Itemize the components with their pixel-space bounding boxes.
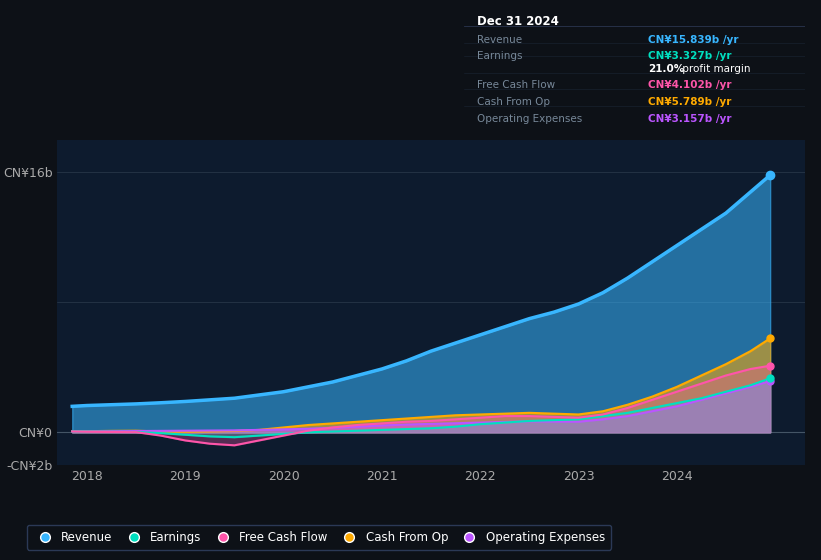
Legend: Revenue, Earnings, Free Cash Flow, Cash From Op, Operating Expenses: Revenue, Earnings, Free Cash Flow, Cash … xyxy=(27,525,611,550)
Text: Free Cash Flow: Free Cash Flow xyxy=(478,81,556,91)
Text: Earnings: Earnings xyxy=(478,51,523,61)
Text: CN¥5.789b /yr: CN¥5.789b /yr xyxy=(648,97,732,107)
Text: CN¥4.102b /yr: CN¥4.102b /yr xyxy=(648,81,732,91)
Text: CN¥3.327b /yr: CN¥3.327b /yr xyxy=(648,51,732,61)
Text: Operating Expenses: Operating Expenses xyxy=(478,114,583,124)
Text: CN¥3.157b /yr: CN¥3.157b /yr xyxy=(648,114,732,124)
Text: CN¥15.839b /yr: CN¥15.839b /yr xyxy=(648,35,738,45)
Text: Dec 31 2024: Dec 31 2024 xyxy=(478,15,559,27)
Text: 21.0%: 21.0% xyxy=(648,64,684,74)
Text: Cash From Op: Cash From Op xyxy=(478,97,551,107)
Text: profit margin: profit margin xyxy=(678,64,750,74)
Text: Revenue: Revenue xyxy=(478,35,523,45)
